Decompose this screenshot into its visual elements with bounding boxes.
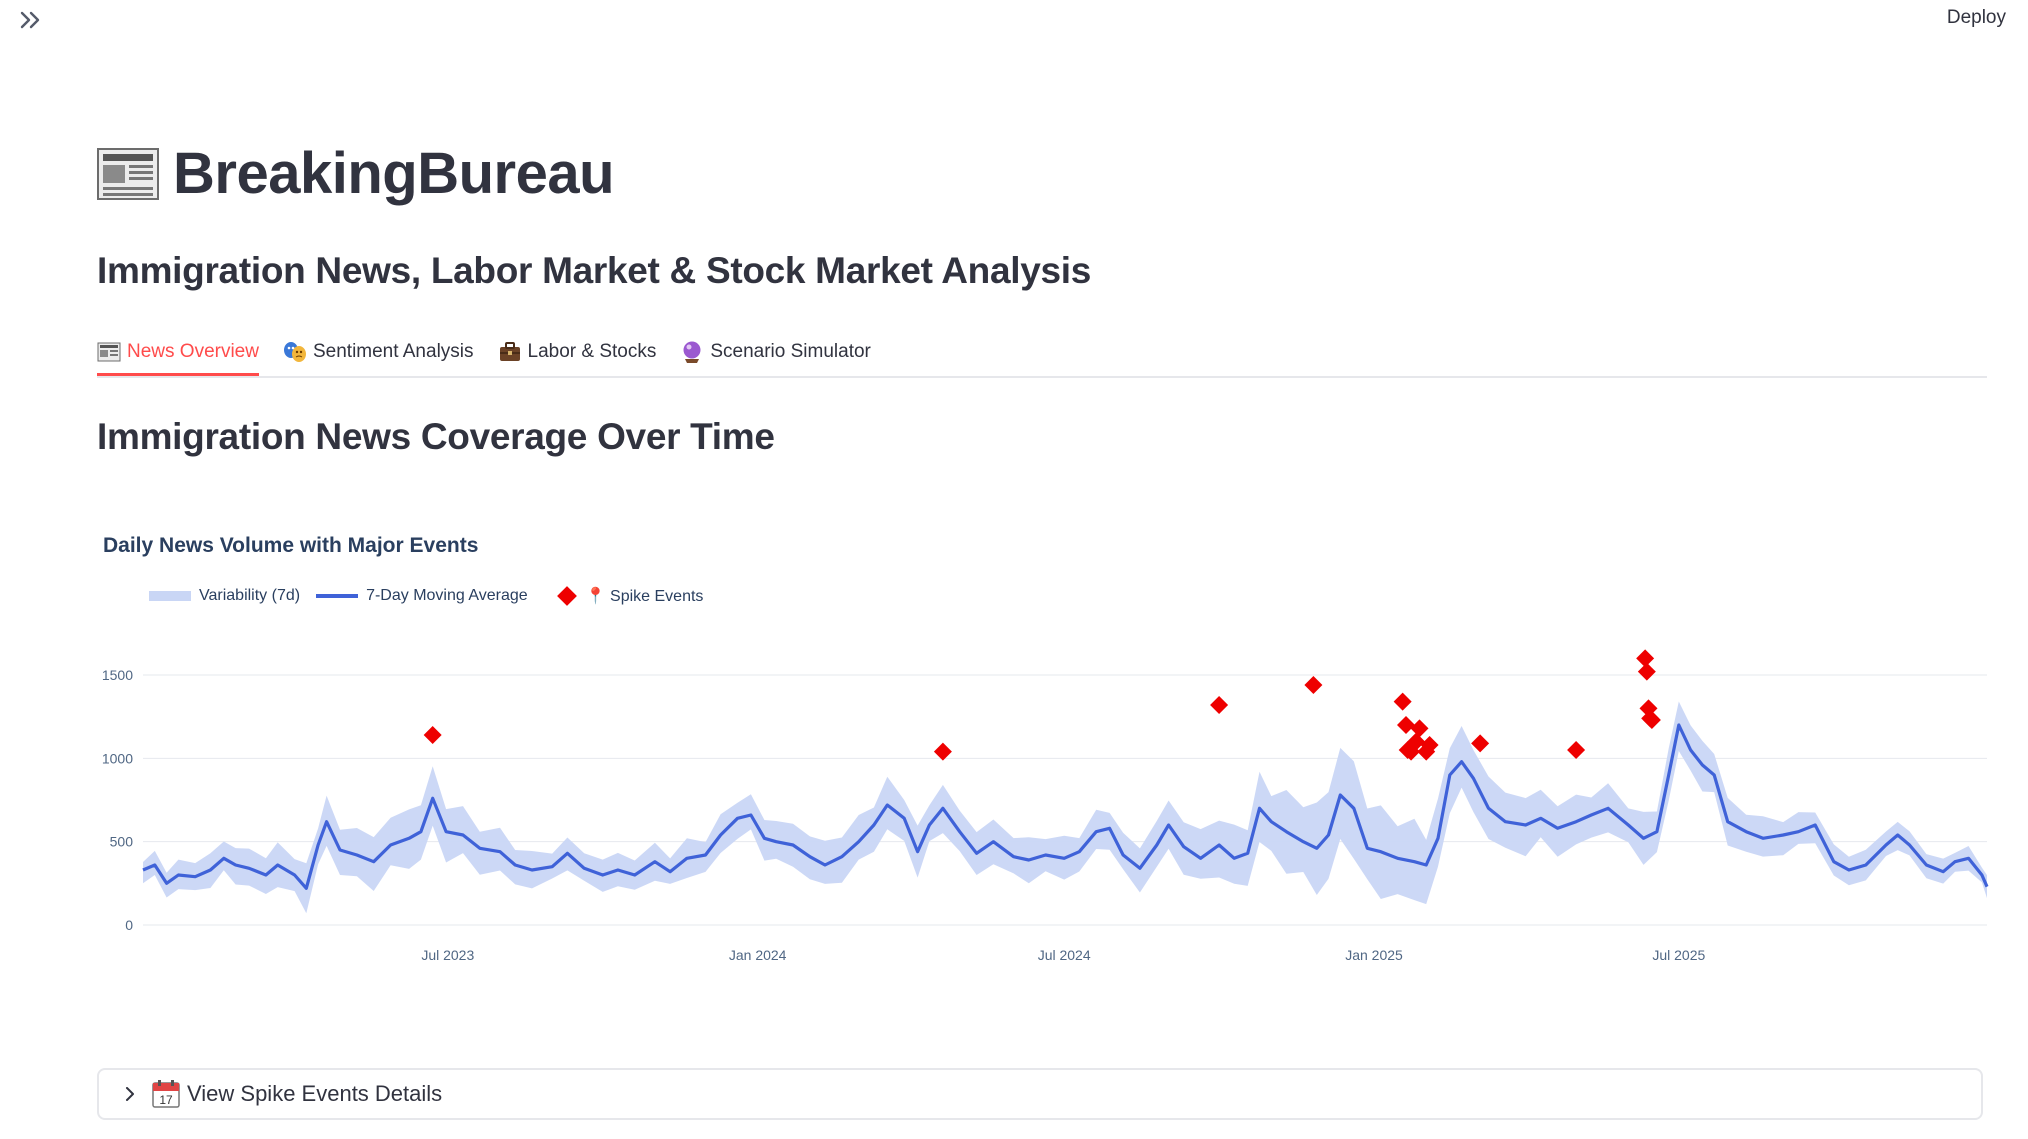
app-title: BreakingBureau [97, 140, 615, 207]
crystal-ball-icon [680, 340, 704, 364]
briefcase-icon [498, 340, 522, 364]
spike-event-marker [1637, 662, 1656, 681]
chart-title: Daily News Volume with Major Events [103, 534, 479, 557]
spike-event-marker [1642, 711, 1661, 729]
chevron-right-icon [126, 1087, 134, 1101]
deploy-button[interactable]: Deploy [1946, 7, 2006, 28]
legend-line-swatch [316, 594, 359, 598]
x-tick-label: Jul 2024 [1038, 947, 1091, 963]
page-subtitle: Immigration News, Labor Market & Stock M… [97, 250, 1092, 291]
spike-event-marker [933, 742, 952, 761]
x-tick-label: Jul 2023 [421, 947, 474, 963]
tab-bar: News Overview Sentiment Analysis Labor &… [97, 330, 1987, 378]
x-tick-label: Jan 2025 [1345, 947, 1403, 963]
tab-labor-stocks[interactable]: Labor & Stocks [498, 330, 657, 374]
moving-average-line [142, 723, 1989, 890]
spike-event-marker [1420, 736, 1439, 754]
spike-event-marker [1397, 716, 1416, 734]
tab-label: Labor & Stocks [527, 341, 657, 362]
spike-event-marker [1304, 676, 1323, 694]
tab-label: Sentiment Analysis [312, 341, 474, 362]
tab-scenario-simulator[interactable]: Scenario Simulator [680, 330, 871, 374]
spike-event-marker [1567, 741, 1586, 759]
spike-event-marker [423, 726, 442, 744]
svg-text:17: 17 [159, 1093, 173, 1107]
tab-news-overview[interactable]: News Overview [97, 330, 259, 376]
y-tick-label: 0 [125, 917, 133, 933]
legend-item-variability[interactable]: Variability (7d) [149, 587, 300, 605]
x-tick-label: Jan 2024 [729, 947, 787, 963]
section-title: Immigration News Coverage Over Time [97, 416, 775, 457]
spike-event-marker [1471, 734, 1490, 753]
spike-event-marker [1636, 649, 1655, 668]
legend-item-moving-average[interactable]: 7-Day Moving Average [316, 587, 528, 605]
newspaper-icon [97, 340, 121, 364]
y-tick-label: 1500 [102, 667, 133, 683]
x-tick-label: Jul 2025 [1652, 947, 1705, 963]
calendar-icon: 17 [152, 1080, 180, 1108]
spike-event-marker [1410, 719, 1429, 738]
legend-label: 7-Day Moving Average [366, 587, 528, 604]
newspaper-icon [97, 146, 159, 202]
tab-label: News Overview [127, 340, 259, 362]
legend-item-spike-events[interactable]: 📍 Spike Events [544, 586, 704, 606]
news-volume-chart[interactable]: 0 500 1000 1500 Jul 2023 Jan 2024 Jul 2024 Jan … [97, 520, 1989, 980]
spike-events-expander[interactable]: 17 View Spike Events Details [97, 1068, 1983, 1120]
chart-svg: 0 500 1000 1500 Jul 2023 Jan 2024 Jul 2024 Jan … [102, 649, 1989, 963]
tab-sentiment-analysis[interactable]: Sentiment Analysis [283, 330, 474, 374]
chart-legend: Variability (7d) 7-Day Moving Average 📍 … [149, 586, 719, 606]
y-tick-label: 1000 [102, 750, 133, 766]
variability-band [143, 701, 1987, 914]
app-title-text: BreakingBureau [173, 141, 615, 206]
spike-event-marker [1407, 732, 1426, 751]
legend-diamond-swatch [556, 586, 577, 606]
tab-label: Scenario Simulator [710, 341, 871, 362]
legend-label: 📍 Spike Events [585, 588, 704, 605]
theater-masks-icon [283, 340, 307, 364]
top-bar: Deploy [0, 0, 2028, 40]
spike-event-marker [1210, 696, 1229, 714]
expander-label: View Spike Events Details [187, 1081, 443, 1106]
legend-label: Variability (7d) [199, 587, 301, 604]
y-tick-label: 500 [110, 834, 134, 850]
legend-band-swatch [149, 591, 191, 601]
spike-event-marker [1393, 692, 1412, 711]
double-chevron-right-icon[interactable] [18, 7, 44, 33]
